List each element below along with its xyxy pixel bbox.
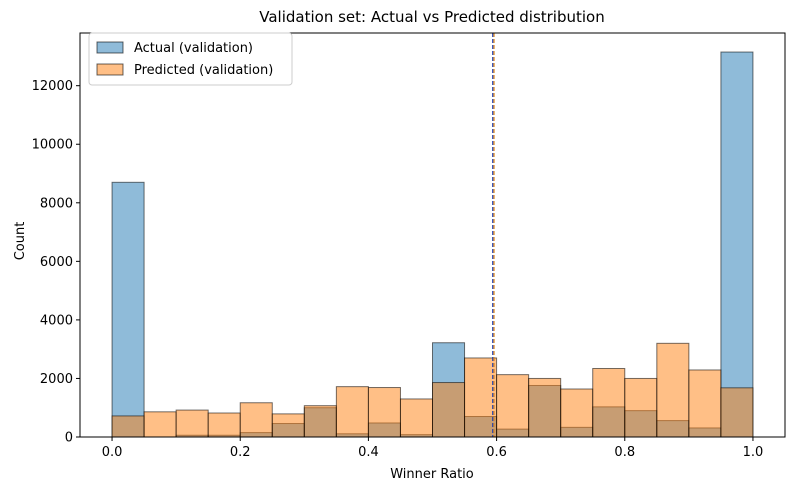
chart-title: Validation set: Actual vs Predicted dist… [259, 8, 604, 26]
y-tick-label-3: 6000 [40, 255, 73, 270]
bar-predicted-19 [720, 387, 754, 438]
y-tick-label-2: 4000 [40, 313, 73, 328]
bar-predicted-18 [688, 369, 722, 438]
plot-frame [79, 32, 786, 438]
bar-predicted-0 [111, 415, 145, 438]
legend-box [88, 32, 293, 86]
legend-swatch-actual [96, 41, 124, 54]
bar-predicted-15 [592, 367, 626, 438]
reference-lines [492, 33, 495, 437]
bar-predicted-2 [175, 409, 209, 438]
bar-predicted-1 [143, 411, 177, 438]
x-axis-title: Winner Ratio [390, 467, 474, 482]
bar-predicted-14 [560, 388, 594, 438]
x-tick-label-0: 0.0 [102, 445, 123, 460]
legend-label-predicted: Predicted (validation) [134, 63, 273, 78]
bar-predicted-4 [239, 402, 273, 438]
bar-actual-19 [720, 51, 754, 438]
x-tick-label-1: 0.2 [230, 445, 251, 460]
x-tick-label-5: 1.0 [743, 445, 764, 460]
y-tick-label-5: 10000 [32, 138, 73, 153]
legend: Actual (validation) Predicted (validatio… [88, 32, 293, 86]
x-tick-label-2: 0.4 [358, 445, 379, 460]
bar-predicted-12 [496, 374, 530, 438]
bar-predicted-3 [207, 412, 241, 438]
y-tick-label-1: 2000 [40, 372, 73, 387]
bar-predicted-7 [335, 386, 369, 438]
bar-actual-0 [111, 181, 145, 438]
y-tick-label-0: 0 [65, 431, 73, 446]
y-tick-label-4: 8000 [40, 196, 73, 211]
y-axis-title: Count [13, 222, 28, 261]
x-axis: 0.0 0.2 0.4 0.6 0.8 1.0 [102, 437, 764, 460]
y-axis: 0 2000 4000 6000 8000 10000 12000 [32, 79, 80, 446]
legend-swatch-predicted [96, 63, 124, 76]
bar-predicted-5 [271, 413, 305, 438]
bar-predicted-16 [624, 377, 658, 438]
x-tick-label-4: 0.8 [614, 445, 635, 460]
legend-label-actual: Actual (validation) [134, 41, 253, 56]
bar-predicted-8 [367, 387, 401, 438]
bar-predicted-9 [399, 398, 434, 438]
bar-predicted-11 [464, 357, 498, 438]
bar-predicted-13 [528, 377, 562, 438]
bar-predicted-10 [432, 382, 466, 438]
x-tick-label-3: 0.6 [486, 445, 507, 460]
y-tick-label-6: 12000 [32, 79, 73, 94]
predicted-bars [111, 342, 754, 438]
bar-predicted-6 [303, 405, 337, 438]
bar-predicted-17 [656, 342, 690, 438]
